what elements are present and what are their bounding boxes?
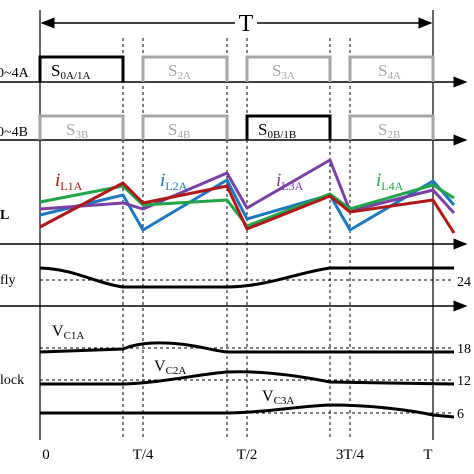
svg-text:iL3A: iL3A xyxy=(276,170,304,193)
state-s4b-sub: 4B xyxy=(177,129,190,141)
state-s0b-sub: 0B/1B xyxy=(267,129,296,141)
state-s3b-sub: 3B xyxy=(75,129,88,141)
label-vc1a-main: V xyxy=(52,323,64,340)
svg-text:S0B/1B: S0B/1B xyxy=(258,120,296,141)
tick-t: T xyxy=(423,447,432,463)
state-s2a-main: S xyxy=(168,61,177,80)
label-l2a-main: i xyxy=(160,170,165,191)
state-s3a-sub: 3A xyxy=(281,70,295,82)
tick-0: 0 xyxy=(42,447,50,463)
period-indicator: T xyxy=(39,10,434,38)
time-axis-labels: 0 T/4 T/2 3T/4 T xyxy=(42,447,432,463)
tick-t2: T/2 xyxy=(237,447,258,463)
clamp-right-value-a: 18 xyxy=(457,342,471,357)
svg-text:S3A: S3A xyxy=(272,61,295,82)
state-s3a-main: S xyxy=(272,61,281,80)
state-row-a: S0A/1A S2A S3A S4A xyxy=(38,55,435,82)
current-l3a-waveform xyxy=(39,158,456,215)
row-axes xyxy=(0,76,468,312)
tick-3t4: 3T/4 xyxy=(336,447,365,463)
svg-text:VC3A: VC3A xyxy=(262,388,294,407)
label-vc1a-sub: C1A xyxy=(64,330,85,342)
svg-text:S4A: S4A xyxy=(378,61,401,82)
vc2a-waveform xyxy=(40,370,455,386)
state-s4b-main: S xyxy=(168,120,177,139)
state-s0b-main: S xyxy=(258,120,267,139)
svg-text:S2A: S2A xyxy=(168,61,191,82)
label-vc2a-main: V xyxy=(154,358,166,375)
svg-text:iL2A: iL2A xyxy=(160,170,188,193)
svg-text:S4B: S4B xyxy=(168,120,190,141)
row3-label: L xyxy=(0,208,9,223)
current-l1a-waveform xyxy=(39,181,456,234)
state-s0a-main: S xyxy=(51,61,60,80)
label-vc3a-sub: C3A xyxy=(274,395,295,407)
vc3a-waveform xyxy=(40,403,455,419)
period-label: T xyxy=(239,11,254,37)
label-l1a-main: i xyxy=(55,170,60,191)
fly-right-value: 24 xyxy=(457,275,471,290)
svg-text:iL4A: iL4A xyxy=(376,170,404,193)
quarter-gridlines xyxy=(122,38,351,440)
tick-t4: T/4 xyxy=(133,447,154,463)
row1-label: 0~4A xyxy=(0,66,30,81)
label-l4a-main: i xyxy=(376,170,381,191)
svg-text:iL1A: iL1A xyxy=(55,170,83,193)
clamp-right-value-c: 6 xyxy=(457,407,464,422)
svg-text:S2B: S2B xyxy=(378,120,400,141)
label-l3a-sub: L3A xyxy=(281,179,303,193)
fly-voltage-waveform xyxy=(39,266,454,289)
clamp-right-value-b: 12 xyxy=(457,374,471,389)
svg-text:VC2A: VC2A xyxy=(154,358,186,377)
svg-text:VC1A: VC1A xyxy=(52,323,84,342)
state-s4a-sub: 4A xyxy=(387,70,401,82)
label-vc3a-main: V xyxy=(262,388,274,405)
state-s4a-main: S xyxy=(378,61,387,80)
state-s3b-main: S xyxy=(66,120,75,139)
state-s0a-sub: 0A/1A xyxy=(60,70,90,82)
row2-label: 0~4B xyxy=(0,125,28,140)
label-l1a-sub: L1A xyxy=(60,179,82,193)
svg-text:S3B: S3B xyxy=(66,120,88,141)
label-vc2a-sub: C2A xyxy=(166,365,187,377)
label-l3a-main: i xyxy=(276,170,281,191)
row5-label: lock xyxy=(0,373,24,388)
inductor-current-waveforms xyxy=(39,158,456,234)
row4-label: fly xyxy=(0,273,16,288)
label-l4a-sub: L4A xyxy=(381,179,403,193)
state-row-b: S3B S4B S0B/1B S2B xyxy=(38,114,435,141)
clamp-voltage-waveforms xyxy=(39,341,455,419)
state-s2b-main: S xyxy=(378,120,387,139)
state-s2a-sub: 2A xyxy=(177,70,191,82)
svg-text:S0A/1A: S0A/1A xyxy=(51,61,90,82)
state-s2b-sub: 2B xyxy=(387,129,400,141)
label-l2a-sub: L2A xyxy=(165,179,187,193)
vc1a-waveform xyxy=(39,341,454,354)
